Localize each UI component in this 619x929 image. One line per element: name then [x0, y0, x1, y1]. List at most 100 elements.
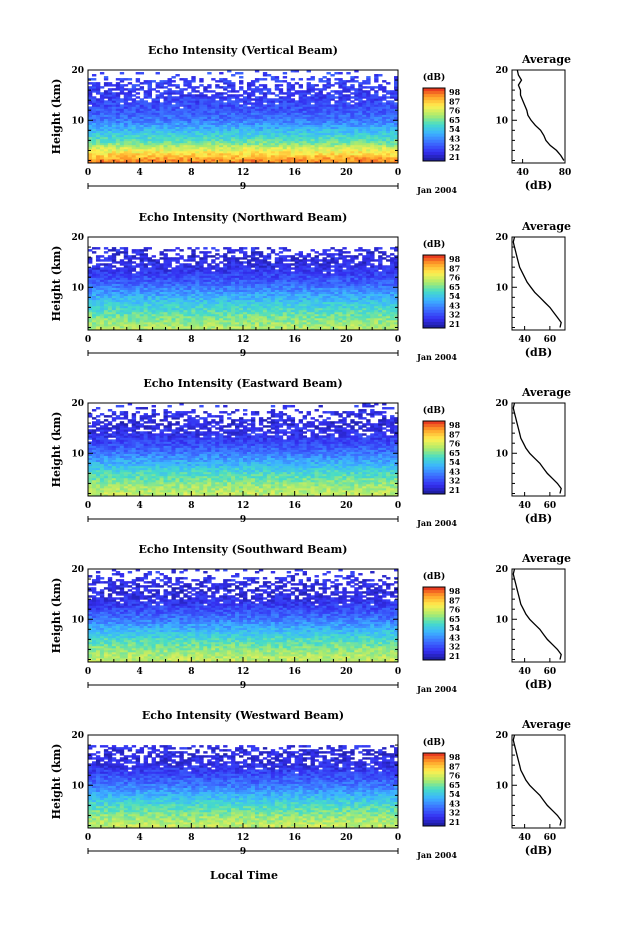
heatmap-cell	[382, 138, 387, 142]
heatmap-cell	[147, 116, 152, 119]
heatmap-cell	[107, 122, 113, 125]
heatmap-cell	[346, 128, 351, 132]
heatmap-cell	[258, 112, 264, 115]
heatmap-cell	[167, 156, 172, 160]
heatmap-cell	[183, 106, 188, 109]
heatmap-cell	[258, 122, 264, 125]
heatmap-cell	[350, 148, 355, 152]
heatmap-cell	[195, 120, 200, 123]
heatmap-cell	[390, 124, 395, 128]
heatmap-cell	[91, 116, 97, 119]
heatmap-cell	[330, 132, 335, 136]
heatmap-cell	[294, 156, 300, 160]
heatmap-cell	[179, 152, 184, 156]
heatmap-cell	[135, 78, 141, 81]
heatmap-cell	[171, 90, 176, 93]
heatmap-cell	[298, 114, 304, 117]
heatmap-cell	[159, 130, 164, 134]
day-label: 9	[240, 182, 246, 192]
heatmap-cell	[282, 325, 288, 329]
heatmap-cell	[223, 152, 228, 156]
heatmap-cell	[274, 84, 280, 87]
heatmap-cell	[346, 108, 351, 111]
heatmap-cell	[195, 319, 200, 323]
heatmap-cell	[310, 88, 315, 91]
heatmap-cell	[330, 74, 335, 77]
heatmap-cell	[88, 146, 93, 150]
heatmap-cell	[99, 144, 105, 148]
heatmap-cell	[274, 122, 280, 125]
heatmap-cell	[183, 156, 188, 160]
heatmap-cell	[235, 321, 240, 325]
heatmap-cell	[91, 138, 97, 142]
heatmap-cell	[330, 122, 335, 125]
heatmap-cell	[163, 156, 168, 160]
heatmap-cell	[278, 126, 284, 130]
heatmap-cell	[394, 146, 399, 150]
heatmap-cell	[306, 323, 311, 327]
heatmap-cell	[215, 150, 220, 154]
heatmap-cell	[262, 72, 268, 75]
heatmap-cell	[103, 92, 109, 95]
heatmap-cell	[386, 106, 391, 109]
heatmap-cell	[231, 82, 236, 85]
heatmap-cell	[207, 323, 212, 327]
heatmap-cell	[326, 80, 331, 83]
heatmap-cell	[354, 142, 359, 146]
heatmap-cell	[266, 156, 272, 160]
heatmap-cell	[147, 94, 152, 97]
colorbar-swatch	[423, 103, 445, 107]
heatmap-cell	[207, 126, 212, 130]
heatmap-cell	[139, 120, 145, 123]
heatmap-cell	[338, 154, 343, 158]
heatmap-cell	[211, 134, 216, 138]
heatmap-cell	[354, 146, 359, 150]
heatmap-cell	[127, 321, 133, 325]
heatmap-cell	[127, 319, 133, 323]
heatmap-cell	[183, 136, 188, 140]
heatmap-cell	[127, 116, 133, 119]
heatmap-cell	[262, 88, 268, 91]
heatmap-cell	[258, 128, 264, 132]
heatmap-cell	[346, 152, 351, 156]
heatmap-cell	[298, 134, 304, 138]
heatmap-cell	[310, 154, 315, 158]
heatmap-cell	[203, 94, 208, 97]
heatmap-cell	[227, 158, 232, 162]
heatmap-cell	[147, 154, 152, 158]
heatmap-cell	[350, 126, 355, 130]
heatmap-cell	[123, 110, 129, 113]
heatmap-cell	[119, 84, 125, 87]
heatmap-cell	[191, 108, 196, 111]
heatmap-cell	[107, 104, 113, 107]
heatmap-cell	[243, 327, 248, 331]
heatmap-cell	[107, 144, 113, 148]
heatmap-cell	[171, 319, 176, 323]
heatmap-cell	[163, 138, 168, 142]
heatmap-cell	[254, 96, 260, 99]
heatmap-cell	[294, 104, 300, 107]
heatmap-cell	[111, 319, 117, 323]
heatmap-cell	[163, 82, 168, 85]
heatmap-cell	[394, 88, 399, 91]
heatmap-cell	[175, 124, 180, 128]
heatmap-cell	[334, 100, 339, 103]
heatmap-cell	[302, 114, 307, 117]
heatmap-cell	[199, 122, 204, 125]
heatmap-cell	[278, 146, 284, 150]
heatmap-cell	[223, 110, 228, 113]
heatmap-cell	[346, 130, 351, 134]
heatmap-cell	[95, 130, 101, 134]
heatmap-cell	[151, 325, 156, 329]
heatmap-cell	[354, 124, 359, 128]
heatmap-cell	[131, 88, 137, 91]
heatmap-cell	[322, 76, 327, 79]
heatmap-cell	[203, 104, 208, 107]
heatmap-cell	[123, 136, 129, 140]
heatmap-cell	[378, 136, 383, 140]
heatmap-cell	[382, 116, 387, 119]
heatmap-cell	[282, 76, 288, 79]
heatmap-cell	[143, 142, 149, 146]
heatmap-cell	[342, 132, 347, 136]
